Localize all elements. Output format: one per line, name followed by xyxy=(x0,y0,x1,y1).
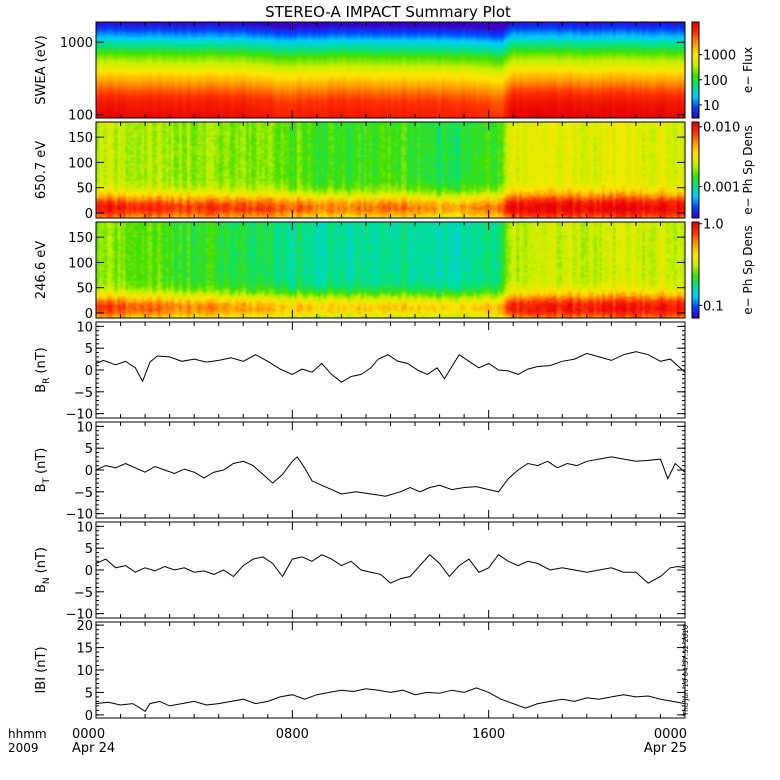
y-axis-label-swea: SWEA (eV) xyxy=(34,35,49,104)
y-axis-label-pad_246: 246.6 eV xyxy=(34,241,49,299)
colorbar-tick-label: 0.001 xyxy=(703,181,740,196)
colorbar-tick-label: 100 xyxy=(703,74,728,89)
series-line-bn xyxy=(95,553,686,584)
series-line-bt xyxy=(95,456,686,497)
series-line-bmag xyxy=(95,687,686,712)
y-tick-label: 100 xyxy=(68,109,93,124)
y-axis-label-subscript: R xyxy=(42,378,52,384)
y-tick-label: 0 xyxy=(85,307,93,322)
generation-timestamp: Thu Jun 10 04:57:52 2010 xyxy=(682,625,690,717)
time-tick-date: Apr 24 xyxy=(72,741,115,756)
y-tick-label: 150 xyxy=(68,131,93,146)
panel-frame-bt xyxy=(95,421,686,519)
y-tick-label: 5 xyxy=(85,542,93,557)
y-axis-label-bt: BT (nT) xyxy=(34,448,52,493)
colorbar-swea xyxy=(692,22,699,118)
y-tick-label: 0 xyxy=(85,464,93,479)
colorbar-frame xyxy=(691,121,700,219)
y-tick-label: 5 xyxy=(85,442,93,457)
panel-frame-br xyxy=(95,321,686,419)
time-tick-date: Apr 25 xyxy=(644,741,687,756)
colorbar-tick-label: 0.1 xyxy=(703,299,724,314)
series-line-br xyxy=(95,351,686,383)
y-tick-label: 50 xyxy=(76,182,93,197)
y-axis-label-bmag: IBI (nT) xyxy=(34,646,49,693)
y-axis-label-bn: BN (nT) xyxy=(34,547,52,593)
colorbar-tick-label: 10 xyxy=(703,99,720,114)
y-tick-label: 0 xyxy=(85,207,93,222)
colorbar-label: e− Flux xyxy=(741,47,755,93)
time-tick-label: 1600 xyxy=(472,727,505,742)
y-tick-label: 5 xyxy=(85,686,93,701)
y-tick-label: 100 xyxy=(68,156,93,171)
y-tick-label: 0 xyxy=(85,364,93,379)
time-tick-label: 0000 xyxy=(72,727,105,742)
y-tick-label: 10 xyxy=(76,664,93,679)
heatmap-swea xyxy=(96,22,685,118)
y-axis-label-unit: (nT) xyxy=(34,448,49,474)
colorbar-frame xyxy=(691,221,700,319)
y-tick-label: −10 xyxy=(66,408,93,423)
y-tick-label: 10 xyxy=(76,320,93,335)
time-tick-label: 0000 xyxy=(654,727,687,742)
time-tick-label: 0800 xyxy=(276,727,309,742)
y-axis-label-pad_650: 650.7 eV xyxy=(34,141,49,199)
y-axis-label-br: BR (nT) xyxy=(34,347,52,393)
heatmap-pad_246 xyxy=(96,222,685,318)
y-tick-label: 50 xyxy=(76,282,93,297)
plot-title: STEREO-A IMPACT Summary Plot xyxy=(265,3,511,21)
y-tick-label: −10 xyxy=(66,608,93,623)
colorbar-frame xyxy=(691,21,700,119)
colorbar-label: e− Ph Sp Dens xyxy=(741,125,755,214)
y-tick-label: 10 xyxy=(76,520,93,535)
y-tick-label: −5 xyxy=(74,586,93,601)
colorbar-tick-label: 0.010 xyxy=(703,121,740,136)
y-tick-label: 5 xyxy=(85,342,93,357)
y-tick-label: 100 xyxy=(68,256,93,271)
colorbar-tick-label: 1.0 xyxy=(703,218,724,233)
y-axis-label-symbol: B xyxy=(34,483,49,492)
y-tick-label: 15 xyxy=(76,642,93,657)
heatmap-pad_650 xyxy=(96,122,685,218)
y-tick-label: 0 xyxy=(85,564,93,579)
y-axis-label-subscript: T xyxy=(42,477,52,484)
y-tick-label: 20 xyxy=(76,619,93,634)
y-tick-label: 150 xyxy=(68,231,93,246)
y-tick-label: 10 xyxy=(76,420,93,435)
colorbar-tick-label: 1000 xyxy=(703,49,736,64)
y-axis-label-symbol: B xyxy=(34,384,49,393)
colorbar-pad_246 xyxy=(692,222,699,318)
y-axis-label-symbol: B xyxy=(34,584,49,593)
y-axis-label-unit: (nT) xyxy=(34,547,49,573)
y-tick-label: 1000 xyxy=(60,36,93,51)
y-axis-label-subscript: N xyxy=(42,577,52,584)
time-axis-label-year: 2009 xyxy=(8,741,39,755)
y-axis-label-unit: (nT) xyxy=(34,347,49,373)
colorbar-pad_650 xyxy=(692,122,699,218)
colorbar-label: e− Ph Sp Dens xyxy=(741,225,755,314)
y-tick-label: −5 xyxy=(74,386,93,401)
y-tick-label: 0 xyxy=(85,709,93,724)
y-tick-label: −10 xyxy=(66,508,93,523)
y-tick-label: −5 xyxy=(74,486,93,501)
time-axis-label-hhmm: hhmm xyxy=(8,727,47,741)
